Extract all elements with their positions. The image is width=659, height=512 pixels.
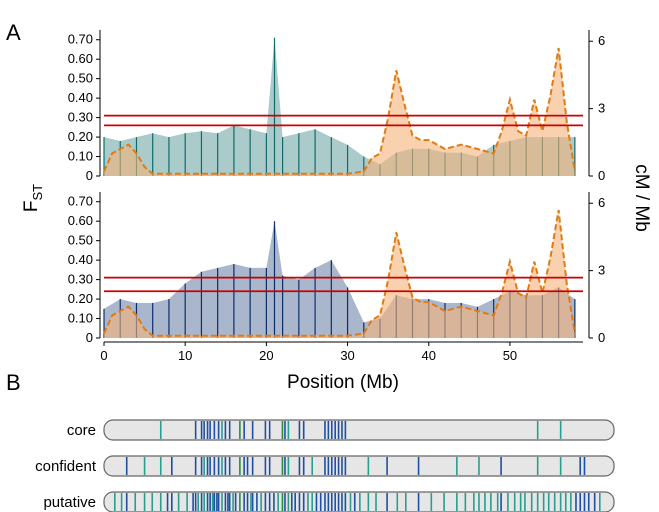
track-label: putative <box>43 494 96 511</box>
track-row-confident: confident <box>35 455 615 477</box>
fst-tick-label: 0.50 <box>68 71 93 86</box>
x-axis: 0 10 20 30 40 50 <box>100 341 583 363</box>
fst-tick-label: 0.20 <box>68 129 93 144</box>
x-tick-label: 10 <box>178 348 192 363</box>
fst-tick-label: 0.20 <box>68 291 93 306</box>
recombination-line <box>103 209 576 337</box>
cm-tick-label: 6 <box>598 195 605 210</box>
marker-tracks: core confident putative <box>35 419 615 512</box>
cm-tick-label: 0 <box>598 330 605 345</box>
fst-tick-label: 0.70 <box>68 194 93 209</box>
x-tick-label: 20 <box>259 348 273 363</box>
track-bar <box>103 419 615 441</box>
fst-panel-top: 0 0.10 0.20 0.30 0.40 0.50 0.60 0.70 0 3 6 <box>68 30 605 183</box>
fst-tick-label: 0.60 <box>68 213 93 228</box>
cm-tick-label: 3 <box>598 263 605 278</box>
track-label: core <box>67 422 96 439</box>
track-row-putative: putative <box>43 491 615 512</box>
fst-tick-label: 0.40 <box>68 252 93 267</box>
recombination-area <box>104 210 575 338</box>
x-tick-label: 0 <box>100 348 107 363</box>
cm-tick-label: 6 <box>598 33 605 48</box>
fst-tick-label: 0.10 <box>68 149 93 164</box>
cm-tick-label: 3 <box>598 101 605 116</box>
fst-panel-bottom: 0 0.10 0.20 0.30 0.40 0.50 0.60 0.70 0 3 6 <box>68 192 605 345</box>
panel-b-letter: B <box>6 370 21 395</box>
fst-tick-label: 0.60 <box>68 51 93 66</box>
x-tick-label: 30 <box>340 348 354 363</box>
x-tick-label: 40 <box>422 348 436 363</box>
y-axis-title-sub: ST <box>30 184 45 201</box>
panel-a-letter: A <box>6 20 21 45</box>
x-tick-label: 50 <box>503 348 517 363</box>
fst-tick-label: 0.30 <box>68 272 93 287</box>
fst-area <box>104 37 575 176</box>
fst-tick-label: 0.40 <box>68 90 93 105</box>
y-axis-title: FST <box>21 184 45 212</box>
track-label: confident <box>35 458 97 475</box>
track-bar <box>103 491 615 512</box>
fst-tick-label: 0 <box>86 330 93 345</box>
fst-tick-label: 0.10 <box>68 311 93 326</box>
x-axis-title: Position (Mb) <box>287 372 399 393</box>
track-bar <box>103 455 615 477</box>
fst-tick-label: 0.30 <box>68 110 93 125</box>
fst-tick-label: 0.70 <box>68 32 93 47</box>
y2-axis-title: cM / Mb <box>631 164 652 232</box>
recombination-line <box>103 47 576 175</box>
y-axis-title-main: F <box>21 201 42 213</box>
fst-tick-label: 0.50 <box>68 233 93 248</box>
cm-tick-label: 0 <box>598 168 605 183</box>
fst-tick-label: 0 <box>86 168 93 183</box>
recombination-area <box>104 48 575 176</box>
track-row-core: core <box>67 419 615 441</box>
